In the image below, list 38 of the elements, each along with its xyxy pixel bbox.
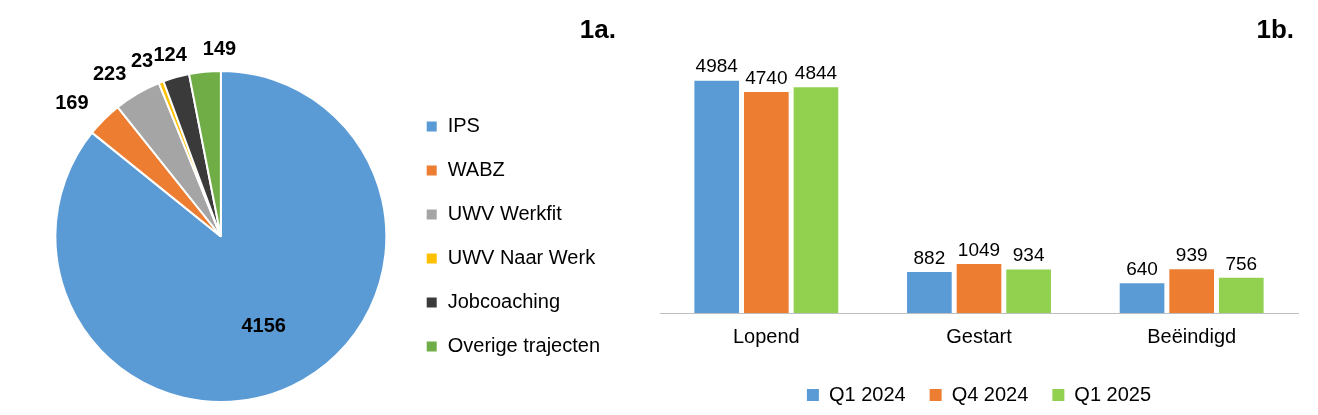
legend-label: Q4 2024 xyxy=(951,382,1029,405)
data-label: 169 xyxy=(55,91,89,114)
legend-label: UWV Werkfit xyxy=(447,202,563,225)
bar xyxy=(1218,277,1264,313)
legend-label: WABZ xyxy=(447,158,505,181)
data-label: 756 xyxy=(1225,252,1258,274)
x-tick-label: Lopend xyxy=(732,324,800,347)
bar xyxy=(744,92,789,313)
data-label: 23 xyxy=(130,49,154,72)
bar xyxy=(956,264,1002,313)
data-label: 4844 xyxy=(794,62,838,83)
bar xyxy=(1119,283,1165,313)
legend-label: Jobcoaching xyxy=(447,290,561,313)
data-label: 939 xyxy=(1175,243,1208,265)
bar xyxy=(1169,269,1214,313)
data-label: 1049 xyxy=(957,238,1001,260)
legend-label: UWV Naar Werk xyxy=(447,246,597,269)
bar xyxy=(694,80,740,313)
data-label: 882 xyxy=(913,246,946,268)
legend-label: Q1 2025 xyxy=(1074,382,1152,405)
data-label: 4984 xyxy=(695,55,739,77)
data-label: 4156 xyxy=(241,313,286,336)
x-tick-label: Gestart xyxy=(946,324,1013,347)
legend-label: Overige trajecten xyxy=(447,334,600,357)
bar xyxy=(907,271,952,313)
chart-title: 1a. xyxy=(579,14,616,45)
bar xyxy=(793,87,839,313)
chart-title: 1b. xyxy=(1256,14,1294,45)
legend-label: IPS xyxy=(447,114,480,137)
bar xyxy=(1006,269,1051,313)
data-label: 640 xyxy=(1126,257,1158,279)
data-label: 4740 xyxy=(745,66,788,88)
data-label: 149 xyxy=(202,37,237,60)
data-label: 934 xyxy=(1012,244,1045,266)
x-tick-label: Beëindigd xyxy=(1147,324,1237,347)
data-label: 223 xyxy=(92,62,127,85)
legend-label: Q1 2024 xyxy=(828,382,906,405)
data-label: 124 xyxy=(153,43,188,66)
